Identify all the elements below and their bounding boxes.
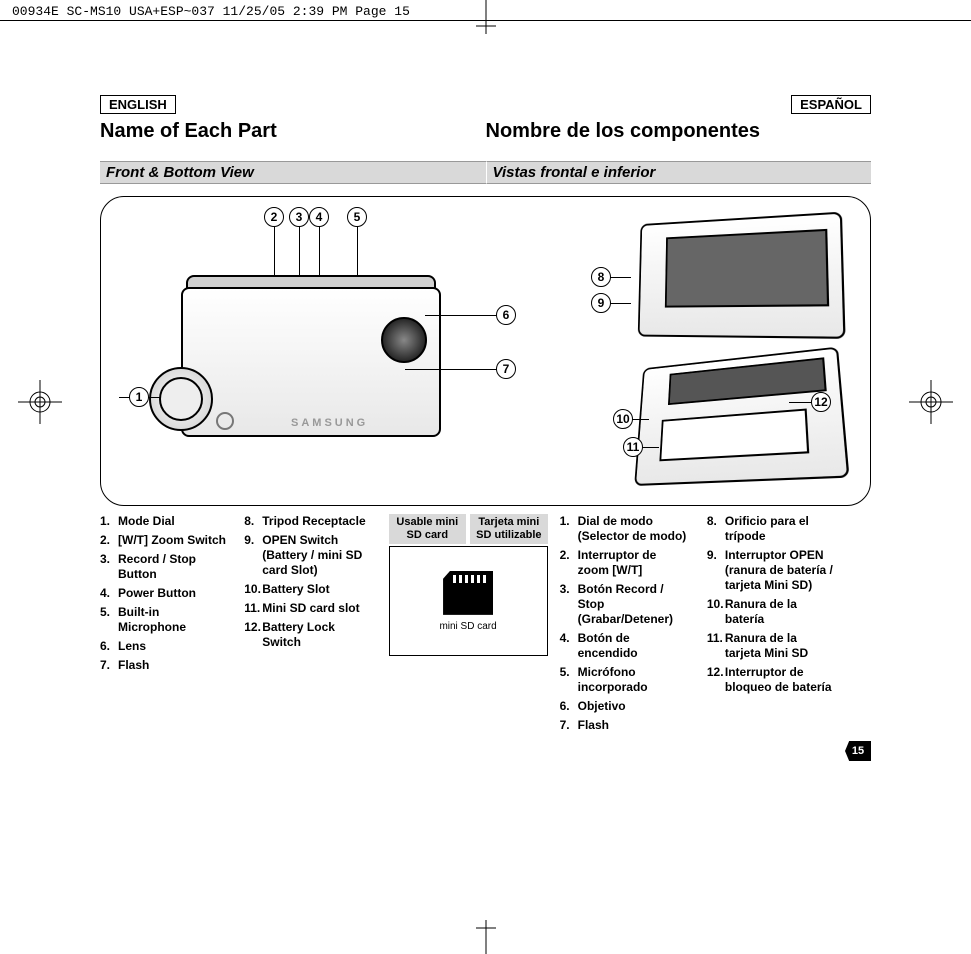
subtitle-es: Vistas frontal e inferior bbox=[486, 161, 872, 184]
callout-12: 12 bbox=[811, 392, 831, 412]
camera-back-illustration bbox=[638, 212, 846, 339]
print-meta: 00934E SC-MS10 USA+ESP~037 11/25/05 2:39… bbox=[12, 4, 410, 19]
part-item: 3.Botón Record /Stop (Grabar/Detener) bbox=[560, 582, 699, 627]
part-item: 2.[W/T] Zoom Switch bbox=[100, 533, 236, 548]
title-es: Nombre de los componentes bbox=[486, 120, 872, 143]
part-item: 8.Orificio para eltrípode bbox=[707, 514, 863, 544]
lang-es: ESPAÑOL bbox=[791, 95, 871, 114]
camera-front-illustration: SAMSUNG bbox=[131, 247, 501, 477]
part-item: 1.Mode Dial bbox=[100, 514, 236, 529]
camera-bottom-illustration bbox=[634, 347, 849, 486]
part-item: 1.Dial de modo(Selector de modo) bbox=[560, 514, 699, 544]
sd-card-label: mini SD card bbox=[439, 621, 496, 632]
part-item: 9.Interruptor OPEN(ranura de batería / t… bbox=[707, 548, 863, 593]
part-item: 6.Objetivo bbox=[560, 699, 699, 714]
part-item: 4.Botón deencendido bbox=[560, 631, 699, 661]
sd-card-box: Usable mini SD card Tarjeta mini SD util… bbox=[389, 514, 548, 737]
part-item: 5.Micrófonoincorporado bbox=[560, 665, 699, 695]
registration-mark-left bbox=[18, 380, 62, 424]
sd-head-en: Usable mini SD card bbox=[389, 514, 467, 544]
part-item: 2.Interruptor dezoom [W/T] bbox=[560, 548, 699, 578]
part-item: 10.Battery Slot bbox=[244, 582, 380, 597]
callout-10: 10 bbox=[613, 409, 633, 429]
parts-lists: 1.Mode Dial 2.[W/T] Zoom Switch 3.Record /… bbox=[100, 514, 871, 737]
parts-es-col2: 8.Orificio para eltrípode 9.Interruptor O… bbox=[707, 514, 871, 737]
title-en: Name of Each Part bbox=[100, 120, 486, 143]
callout-9: 9 bbox=[591, 293, 611, 313]
part-item: 12.Interruptor debloqueo de batería bbox=[707, 665, 863, 695]
parts-es-col1: 1.Dial de modo(Selector de modo) 2.Interr… bbox=[548, 514, 707, 737]
callout-6: 6 bbox=[496, 305, 516, 325]
part-item: 9.OPEN Switch(Battery / mini SD card Slo… bbox=[244, 533, 380, 578]
callout-4: 4 bbox=[309, 207, 329, 227]
parts-en-col2: 8.Tripod Receptacle 9.OPEN Switch(Battery… bbox=[244, 514, 388, 737]
callout-8: 8 bbox=[591, 267, 611, 287]
sd-card-icon bbox=[443, 571, 493, 615]
part-item: 8.Tripod Receptacle bbox=[244, 514, 380, 529]
crop-mark-bottom bbox=[476, 916, 496, 954]
registration-mark-right bbox=[909, 380, 953, 424]
part-item: 11.Ranura de latarjeta Mini SD bbox=[707, 631, 863, 661]
crop-mark-top bbox=[476, 0, 496, 38]
brand-label: SAMSUNG bbox=[291, 417, 368, 429]
part-item: 4.Power Button bbox=[100, 586, 236, 601]
subtitle-en: Front & Bottom View bbox=[100, 161, 486, 184]
parts-en-col1: 1.Mode Dial 2.[W/T] Zoom Switch 3.Record /… bbox=[100, 514, 244, 737]
part-item: 10.Ranura de labatería bbox=[707, 597, 863, 627]
diagram-panel: SAMSUNG 1 2 3 4 5 6 7 8 9 10 11 12 bbox=[100, 196, 871, 506]
callout-3: 3 bbox=[289, 207, 309, 227]
part-item: 11.Mini SD card slot bbox=[244, 601, 380, 616]
part-item: 7.Flash bbox=[560, 718, 699, 733]
sd-head-es: Tarjeta mini SD utilizable bbox=[470, 514, 548, 544]
part-item: 7.Flash bbox=[100, 658, 236, 673]
callout-7: 7 bbox=[496, 359, 516, 379]
callout-5: 5 bbox=[347, 207, 367, 227]
part-item: 12.Battery LockSwitch bbox=[244, 620, 380, 650]
callout-2: 2 bbox=[264, 207, 284, 227]
page-number: 15 bbox=[845, 741, 871, 761]
part-item: 6.Lens bbox=[100, 639, 236, 654]
part-item: 5.Built-inMicrophone bbox=[100, 605, 236, 635]
page-content: ENGLISH ESPAÑOL Name of Each Part Nombre… bbox=[100, 95, 871, 737]
lang-en: ENGLISH bbox=[100, 95, 176, 114]
part-item: 3.Record / StopButton bbox=[100, 552, 236, 582]
callout-11: 11 bbox=[623, 437, 643, 457]
callout-1: 1 bbox=[129, 387, 149, 407]
